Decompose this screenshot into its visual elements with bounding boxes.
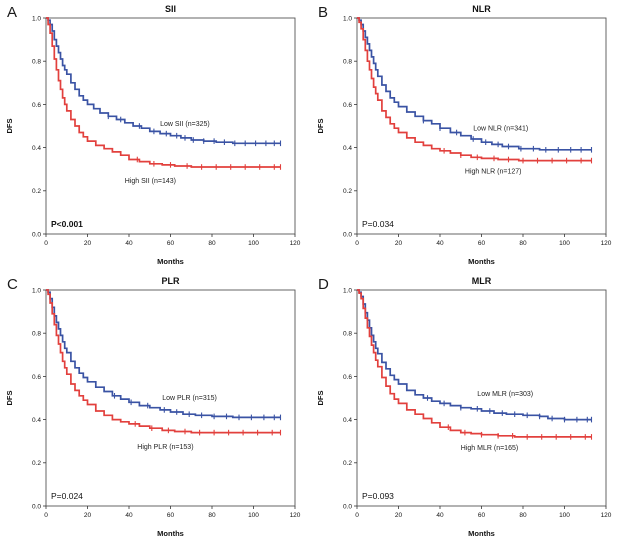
x-tick-label: 0 [44, 240, 48, 247]
panel-letter-b: B [318, 4, 329, 21]
x-tick-label: 60 [478, 512, 486, 519]
y-tick-label: 0.6 [343, 374, 352, 381]
x-tick-label: 0 [355, 512, 359, 519]
series-label: High MLR (n=165) [461, 445, 518, 452]
km-plot-mlr: 0 20 40 60 80 100 120 0.0 0.2 0.4 0.6 0.8 1.0 Low MLR… [316, 287, 612, 538]
x-tick-label: 80 [519, 240, 527, 247]
y-tick-label: 1.0 [343, 287, 352, 294]
series-label: Low NLR (n=341) [473, 125, 528, 132]
km-plot-nlr: 0 20 40 60 80 100 120 0.0 0.2 0.4 0.6 0.8 1.0 Low NLR… [316, 15, 612, 266]
y-tick-label: 0.4 [343, 145, 352, 152]
y-tick-label: 0.0 [343, 503, 352, 510]
x-axis-label: Months [157, 529, 184, 538]
x-tick-label: 20 [395, 240, 403, 247]
panel-letter-d: D [318, 276, 329, 293]
panel-b: B NLR 0 20 40 60 80 100 120 0.0 0.2 0.4 0.6 0.8 1.0 L… [311, 0, 623, 272]
x-tick-label: 40 [125, 512, 133, 519]
series-label: High SII (n=143) [125, 178, 176, 185]
x-axis-label: Months [157, 257, 184, 266]
series-label: High PLR (n=153) [137, 444, 193, 451]
panel-a: A SII 0 20 40 60 80 100 120 0.0 0.2 0.4 0.6 0.8 1.0 L… [0, 0, 311, 272]
x-tick-label: 120 [290, 512, 301, 519]
series-label: Low MLR (n=303) [477, 391, 533, 398]
km-curve [357, 289, 592, 421]
x-tick-label: 20 [84, 512, 92, 519]
panel-title-sii: SII [164, 4, 176, 14]
panel-title-mlr: MLR [471, 276, 492, 286]
panel-letter-a: A [7, 4, 18, 21]
km-curve [46, 289, 281, 434]
y-tick-label: 0.0 [32, 231, 41, 238]
y-tick-label: 0.8 [343, 331, 352, 338]
x-tick-label: 40 [436, 512, 444, 519]
x-tick-label: 80 [208, 240, 216, 247]
x-tick-label: 60 [167, 512, 175, 519]
y-tick-label: 0.0 [343, 231, 352, 238]
x-tick-label: 60 [167, 240, 175, 247]
x-tick-label: 100 [248, 240, 259, 247]
panel-letter-c: C [7, 276, 18, 293]
y-tick-label: 0.8 [32, 59, 41, 66]
y-axis-label: DFS [5, 391, 14, 406]
km-plot-sii: 0 20 40 60 80 100 120 0.0 0.2 0.4 0.6 0.8 1.0 Low SII… [5, 15, 301, 266]
y-tick-label: 1.0 [32, 15, 41, 22]
y-axis-label: DFS [5, 119, 14, 134]
y-tick-label: 0.4 [32, 417, 41, 424]
x-tick-label: 100 [248, 512, 259, 519]
km-curve [46, 17, 281, 168]
x-tick-label: 120 [601, 512, 612, 519]
x-tick-label: 0 [44, 512, 48, 519]
x-tick-label: 120 [290, 240, 301, 247]
y-tick-label: 0.6 [32, 102, 41, 109]
x-tick-label: 40 [125, 240, 133, 247]
x-tick-label: 20 [395, 512, 403, 519]
x-tick-label: 20 [84, 240, 92, 247]
y-tick-label: 0.8 [32, 331, 41, 338]
p-value-label: P=0.034 [362, 219, 394, 229]
panel-d: D MLR 0 20 40 60 80 100 120 0.0 0.2 0.4 0.6 0.8 1.0 L… [311, 272, 623, 544]
y-tick-label: 0.4 [343, 417, 352, 424]
series-label: Low SII (n=325) [160, 121, 210, 128]
y-tick-label: 0.2 [343, 188, 352, 195]
y-tick-label: 0.0 [32, 503, 41, 510]
km-curve [357, 17, 592, 151]
series-label: High NLR (n=127) [465, 169, 522, 176]
y-tick-label: 0.2 [32, 460, 41, 467]
panel-title-plr: PLR [161, 276, 180, 286]
km-curve [357, 289, 592, 438]
x-tick-label: 80 [208, 512, 216, 519]
y-axis-label: DFS [316, 391, 325, 406]
y-tick-label: 0.6 [32, 374, 41, 381]
x-tick-label: 60 [478, 240, 486, 247]
x-tick-label: 40 [436, 240, 444, 247]
x-tick-label: 120 [601, 240, 612, 247]
y-tick-label: 0.4 [32, 145, 41, 152]
y-tick-label: 0.8 [343, 59, 352, 66]
x-axis-label: Months [468, 257, 495, 266]
x-tick-label: 80 [519, 512, 527, 519]
km-curve [46, 289, 281, 419]
y-tick-label: 0.2 [32, 188, 41, 195]
panel-title-nlr: NLR [472, 4, 491, 14]
y-tick-label: 1.0 [343, 15, 352, 22]
x-tick-label: 100 [559, 512, 570, 519]
y-tick-label: 0.6 [343, 102, 352, 109]
series-label: Low PLR (n=315) [162, 395, 217, 402]
x-tick-label: 100 [559, 240, 570, 247]
p-value-label: P<0.001 [51, 219, 83, 229]
p-value-label: P=0.093 [362, 491, 394, 501]
y-tick-label: 0.2 [343, 460, 352, 467]
km-curve [46, 17, 281, 145]
panel-c: C PLR 0 20 40 60 80 100 120 0.0 0.2 0.4 0.6 0.8 1.0 L… [0, 272, 311, 544]
x-tick-label: 0 [355, 240, 359, 247]
y-tick-label: 1.0 [32, 287, 41, 294]
km-curve [357, 17, 592, 162]
x-axis-label: Months [468, 529, 495, 538]
km-plot-plr: 0 20 40 60 80 100 120 0.0 0.2 0.4 0.6 0.8 1.0 Low PLR… [5, 287, 301, 538]
p-value-label: P=0.024 [51, 491, 83, 501]
y-axis-label: DFS [316, 119, 325, 134]
